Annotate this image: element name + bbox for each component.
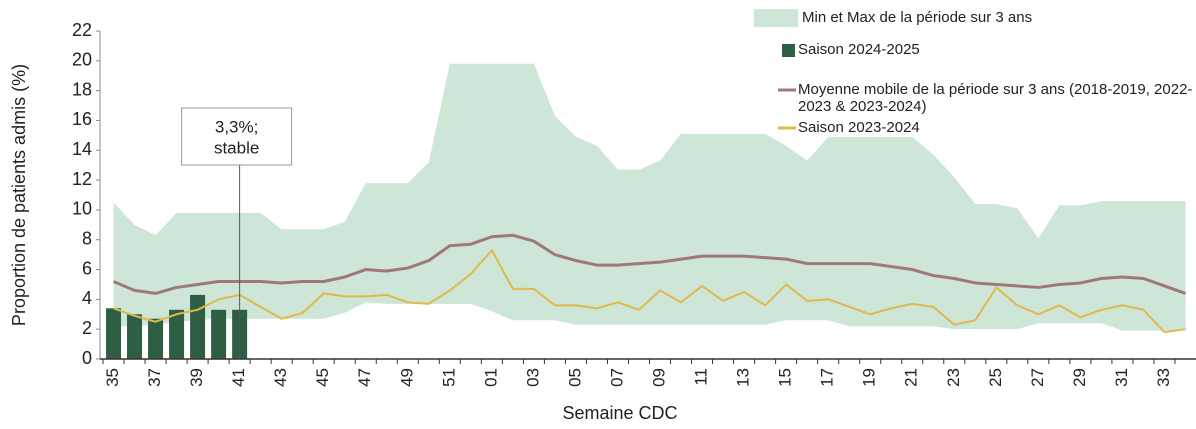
x-tick-label: 19	[860, 368, 879, 387]
x-tick-label: 17	[818, 368, 837, 387]
x-tick-label: 45	[313, 368, 332, 387]
y-tick-label: 4	[82, 288, 92, 308]
legend-label: Saison 2023-2024	[798, 119, 920, 136]
y-tick-label: 22	[72, 20, 92, 40]
x-tick-label: 35	[103, 368, 122, 387]
y-axis-title: Proportion de patients admis (%)	[9, 64, 29, 326]
x-tick-label: 09	[649, 368, 668, 387]
legend-label: Min et Max de la période sur 3 ans	[802, 9, 1033, 26]
y-tick-label: 14	[72, 139, 92, 159]
x-tick-label: 15	[776, 368, 795, 387]
x-tick-label: 05	[565, 368, 584, 387]
bar	[106, 308, 122, 359]
y-tick-label: 0	[82, 348, 92, 368]
x-tick-label: 11	[692, 368, 711, 386]
x-tick-label: 47	[355, 368, 374, 387]
x-tick-label: 21	[902, 368, 921, 387]
annotation-text: stable	[214, 138, 259, 157]
bar	[211, 309, 227, 359]
x-tick-label: 41	[229, 368, 248, 387]
y-tick-label: 18	[72, 79, 92, 99]
x-axis-title: Semaine CDC	[562, 403, 677, 423]
x-tick-label: 49	[397, 368, 416, 387]
y-tick-label: 16	[72, 109, 92, 129]
y-tick-label: 20	[72, 50, 92, 70]
y-tick-label: 10	[72, 199, 92, 219]
x-tick-label: 51	[439, 368, 458, 387]
y-tick-label: 8	[82, 228, 92, 248]
min-max-band	[113, 63, 1186, 331]
legend-swatch	[754, 9, 798, 27]
x-tick-label: 31	[1112, 368, 1131, 387]
y-tick-label: 6	[82, 258, 92, 278]
line	[113, 249, 1186, 334]
x-tick-label: 01	[481, 368, 500, 387]
bar	[148, 318, 164, 359]
x-tick-label: 39	[187, 368, 206, 387]
x-tick-label: 23	[944, 368, 963, 387]
x-tick-label: 07	[607, 368, 626, 387]
line	[112, 233, 1186, 295]
legend-swatch	[782, 44, 795, 57]
y-tick-label: 12	[72, 169, 92, 189]
annotation-text: 3,3%;	[215, 117, 258, 136]
bar	[190, 294, 206, 359]
y-tick-label: 2	[82, 318, 92, 338]
x-tick-label: 13	[734, 368, 753, 387]
x-tick-label: 37	[145, 368, 164, 387]
x-tick-label: 29	[1070, 368, 1089, 387]
bar	[169, 309, 185, 359]
x-tick-label: 03	[523, 368, 542, 387]
x-tick-label: 33	[1154, 368, 1173, 387]
x-tick-label: 25	[986, 368, 1005, 387]
x-tick-label: 27	[1028, 368, 1047, 387]
legend-label: Saison 2024-2025	[798, 41, 920, 58]
annotation-box	[181, 107, 293, 166]
x-tick-label: 43	[271, 368, 290, 387]
legend-label: Moyenne mobile de la période sur 3 ans (…	[798, 81, 1193, 115]
bar	[127, 314, 143, 359]
